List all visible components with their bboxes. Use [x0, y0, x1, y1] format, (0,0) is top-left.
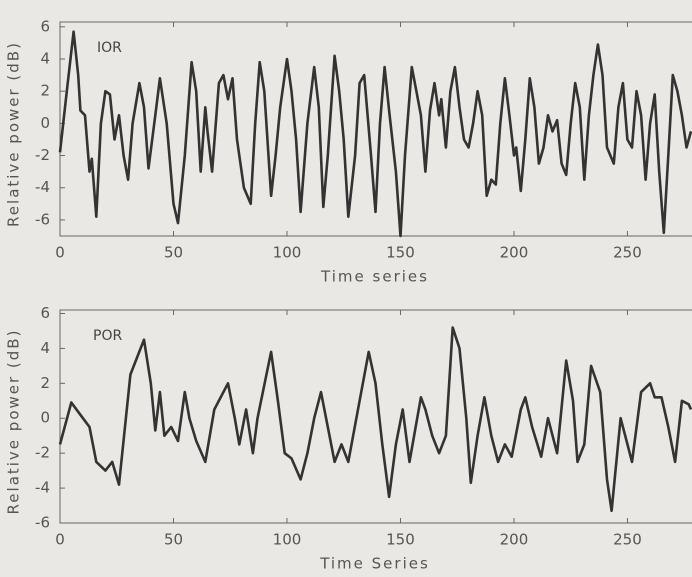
y-tick-label: -2 — [35, 146, 50, 164]
series-annotation: POR — [93, 328, 122, 344]
data-line — [58, 30, 692, 238]
x-tick-label: 150 — [386, 244, 415, 262]
y-tick-label: -6 — [35, 514, 50, 532]
x-tick-label: 0 — [55, 531, 65, 549]
plot-frame — [59, 21, 692, 237]
y-tick-label: -6 — [35, 210, 50, 228]
x-tick-label: 50 — [164, 244, 183, 262]
x-tick-label: 250 — [613, 531, 642, 549]
x-tick-label: 200 — [500, 531, 529, 549]
y-tick-label: -2 — [35, 444, 50, 462]
y-tick-label: 6 — [40, 304, 50, 322]
x-tick-label: 100 — [273, 531, 302, 549]
x-axis-label: Time Series — [319, 555, 430, 573]
x-tick-label: 0 — [55, 244, 65, 262]
y-tick-label: 0 — [40, 409, 50, 427]
x-tick-label: 150 — [386, 531, 415, 549]
x-tick-label: 50 — [164, 531, 183, 549]
data-line — [58, 326, 692, 513]
x-tick-label: 250 — [613, 244, 642, 262]
series-annotation: IOR — [97, 40, 122, 56]
y-tick-label: 6 — [40, 17, 50, 35]
y-tick-label: 4 — [40, 50, 50, 68]
x-tick-label: 100 — [273, 244, 302, 262]
x-tick-label: 200 — [500, 244, 529, 262]
y-axis-label: Relative power (dB) — [5, 41, 23, 227]
y-tick-label: 2 — [40, 374, 50, 392]
plot-frame — [59, 309, 692, 524]
y-tick-label: 2 — [40, 82, 50, 100]
x-axis-label: Time series — [320, 268, 429, 286]
y-axis-label: Relative power (dB) — [5, 329, 23, 515]
y-tick-label: 0 — [40, 114, 50, 132]
y-tick-label: 4 — [40, 339, 50, 357]
y-tick-label: -4 — [35, 178, 50, 196]
y-tick-label: -4 — [35, 479, 50, 497]
